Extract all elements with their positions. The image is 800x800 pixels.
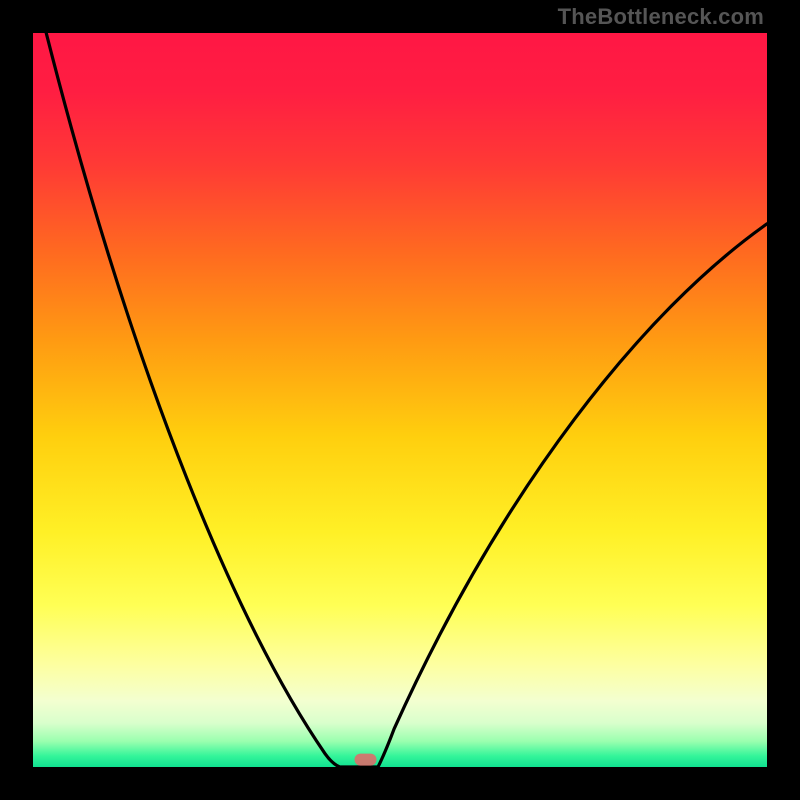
chart-stage: TheBottleneck.com: [0, 0, 800, 800]
watermark-text: TheBottleneck.com: [558, 4, 764, 30]
optimum-marker-layer: [0, 0, 800, 800]
optimum-marker: [355, 754, 377, 766]
